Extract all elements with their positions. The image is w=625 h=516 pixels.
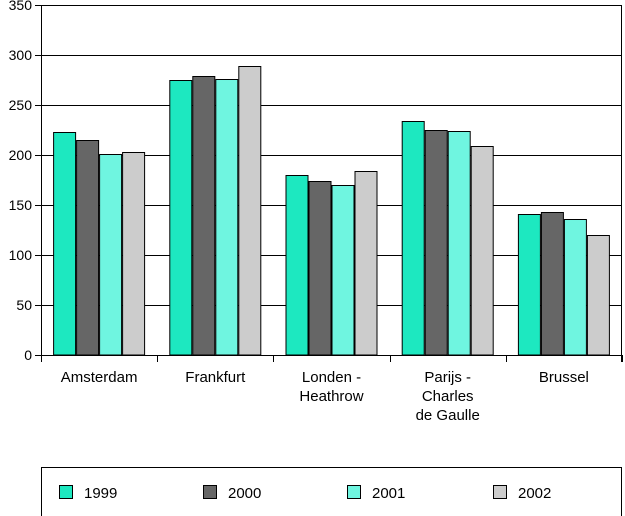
legend-swatch-2001 [347, 485, 361, 499]
legend-label: 2000 [228, 485, 261, 502]
bar-2002 [586, 235, 610, 356]
bar-2001 [331, 185, 355, 356]
y-tick-label: 50 [16, 297, 32, 313]
y-tick-label: 350 [9, 0, 33, 13]
category-label: Parijs - [424, 369, 471, 386]
legend-swatch-2000 [203, 485, 217, 499]
bar-2002 [238, 66, 262, 356]
bar-2001 [563, 219, 587, 356]
bar-2000 [76, 140, 100, 356]
bar-2002 [354, 171, 378, 356]
legend-swatch-1999 [59, 485, 73, 499]
legend-label: 2001 [372, 485, 405, 502]
bar-2001 [447, 131, 471, 356]
y-tick-label: 0 [24, 347, 32, 363]
legend-swatch-2002 [493, 485, 507, 499]
category-label: Brussel [539, 369, 589, 386]
category-label: Londen - [302, 369, 361, 386]
y-tick-label: 150 [9, 197, 33, 213]
category-label: Amsterdam [61, 369, 138, 386]
y-tick-label: 300 [9, 47, 33, 63]
category-label: Charles [422, 388, 474, 405]
bar-2000 [540, 212, 564, 356]
bar-2000 [424, 130, 448, 356]
legend-label: 1999 [84, 485, 117, 502]
bars [53, 66, 610, 356]
category-label: Heathrow [299, 388, 363, 405]
bar-1999 [285, 175, 309, 356]
bar-1999 [401, 121, 425, 356]
y-tick-label: 250 [9, 97, 33, 113]
bar-2000 [192, 76, 216, 356]
category-label: Frankfurt [185, 369, 246, 386]
bar-1999 [53, 132, 77, 356]
bar-2001 [99, 154, 123, 356]
legend: 1999 2000 2001 2002 [41, 467, 622, 516]
legend-frame [41, 467, 622, 516]
category-label: de Gaulle [416, 407, 480, 424]
y-tick-label: 100 [9, 247, 33, 263]
y-tick-label: 200 [9, 147, 33, 163]
bar-1999 [169, 80, 193, 356]
bar-2002 [122, 152, 146, 356]
bar-1999 [517, 214, 541, 356]
bar-2000 [308, 181, 332, 356]
legend-label: 2002 [518, 485, 551, 502]
axes: 0 50 100 150 200 250 300 350 Amsterdam Frankfurt L… [9, 0, 623, 424]
bar-2002 [470, 146, 494, 356]
bar-2001 [215, 79, 239, 356]
